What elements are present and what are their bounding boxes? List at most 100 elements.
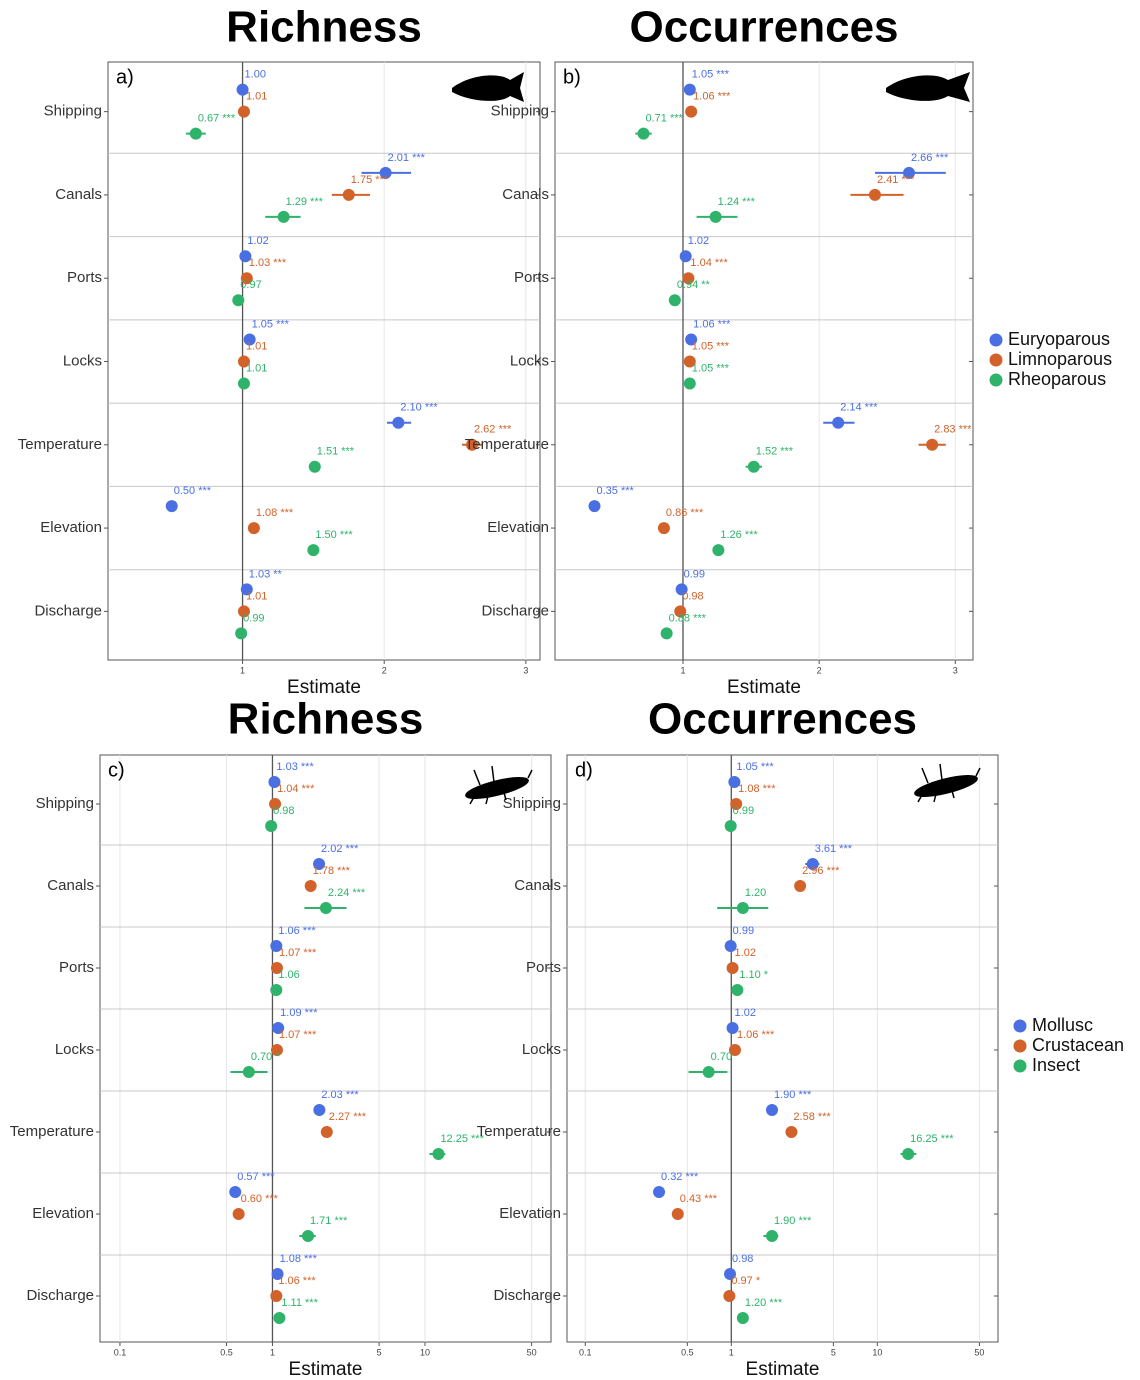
value-label: 2.24 *** — [328, 887, 366, 899]
point — [166, 500, 178, 512]
y-tick-label: Canals — [514, 877, 561, 894]
point — [243, 1066, 255, 1078]
y-tick-label: Discharge — [34, 602, 102, 619]
value-label: 2.01 *** — [388, 152, 426, 164]
legend-label: Crustacean — [1032, 1035, 1124, 1055]
point — [235, 627, 247, 639]
plot-frame — [567, 755, 998, 1342]
value-label: 1.06 *** — [278, 1275, 316, 1287]
point — [190, 128, 202, 140]
point — [307, 544, 319, 556]
point — [737, 902, 749, 914]
point — [432, 1148, 444, 1160]
x-tick-label: 1 — [729, 1347, 734, 1357]
point — [684, 378, 696, 390]
point — [737, 1312, 749, 1324]
point — [270, 984, 282, 996]
point — [302, 1230, 314, 1242]
point — [305, 880, 317, 892]
value-label: 1.90 *** — [774, 1089, 812, 1101]
value-label: 2.27 *** — [329, 1111, 367, 1123]
value-label: 1.06 *** — [737, 1029, 775, 1041]
x-tick-label: 0.5 — [681, 1347, 694, 1357]
point — [727, 962, 739, 974]
value-label: 0.99 — [243, 612, 264, 624]
value-label: 1.24 *** — [718, 196, 756, 208]
point — [766, 1104, 778, 1116]
legend-marker — [1014, 1020, 1027, 1033]
value-label: 0.99 — [733, 805, 754, 817]
point — [313, 1104, 325, 1116]
value-label: 1.03 ** — [249, 568, 283, 580]
y-tick-label: Locks — [510, 352, 549, 369]
y-tick-label: Canals — [55, 186, 102, 203]
point — [229, 1186, 241, 1198]
value-label: 1.06 *** — [693, 318, 731, 330]
y-tick-label: Locks — [63, 352, 102, 369]
value-label: 0.43 *** — [680, 1193, 718, 1205]
value-label: 1.05 *** — [692, 69, 730, 81]
value-label: 1.09 *** — [280, 1007, 318, 1019]
value-label: 0.70 — [711, 1051, 732, 1063]
value-label: 1.06 *** — [693, 91, 731, 103]
value-label: 1.04 *** — [690, 257, 728, 269]
y-tick-label: Locks — [55, 1041, 94, 1058]
value-label: 0.57 *** — [237, 1171, 275, 1183]
legend-label: Mollusc — [1032, 1015, 1093, 1035]
x-tick-label: 1 — [270, 1347, 275, 1357]
point — [321, 1126, 333, 1138]
legend-marker — [990, 374, 1003, 387]
x-tick-label: 0.1 — [579, 1347, 592, 1357]
x-axis-label: Estimate — [289, 1359, 363, 1380]
value-label: 0.99 — [733, 925, 754, 937]
point — [653, 1186, 665, 1198]
value-label: 0.98 — [273, 805, 294, 817]
legend-marker — [990, 354, 1003, 367]
y-tick-label: Shipping — [503, 795, 561, 812]
panel-label: a) — [116, 66, 134, 88]
value-label: 2.83 *** — [934, 424, 972, 436]
value-label: 2.41 *** — [877, 174, 915, 186]
point — [712, 544, 724, 556]
point — [232, 294, 244, 306]
point — [248, 522, 260, 534]
value-label: 1.52 *** — [756, 446, 794, 458]
value-label: 1.00 — [245, 69, 266, 81]
point — [926, 439, 938, 451]
y-tick-label: Discharge — [493, 1287, 561, 1304]
point — [672, 1208, 684, 1220]
y-tick-label: Temperature — [10, 1123, 94, 1140]
value-label: 1.08 *** — [280, 1253, 318, 1265]
value-label: 0.94 ** — [677, 279, 711, 291]
point — [685, 106, 697, 118]
value-label: 0.67 *** — [198, 113, 236, 125]
panel-label: d) — [575, 759, 593, 781]
value-label: 1.26 *** — [720, 529, 758, 541]
legend-marker — [990, 334, 1003, 347]
point — [902, 1148, 914, 1160]
value-label: 1.05 *** — [692, 340, 730, 352]
point — [238, 106, 250, 118]
value-label: 1.05 *** — [252, 318, 290, 330]
value-label: 2.58 *** — [793, 1111, 831, 1123]
point — [703, 1066, 715, 1078]
x-tick-label: 3 — [523, 665, 528, 675]
y-tick-label: Canals — [47, 877, 94, 894]
value-label: 1.05 *** — [736, 761, 774, 773]
value-label: 1.78 *** — [313, 865, 351, 877]
x-tick-label: 0.1 — [114, 1347, 127, 1357]
point — [832, 417, 844, 429]
point — [588, 500, 600, 512]
value-label: 0.35 *** — [596, 485, 634, 497]
value-label: 2.10 *** — [400, 402, 438, 414]
point — [661, 627, 673, 639]
point — [710, 211, 722, 223]
chart-title: Occurrences — [629, 3, 898, 52]
value-label: 16.25 *** — [910, 1133, 954, 1145]
value-label: 0.88 *** — [669, 612, 707, 624]
value-label: 0.50 *** — [174, 485, 212, 497]
value-label: 0.71 *** — [646, 113, 684, 125]
point — [748, 461, 760, 473]
value-label: 3.61 *** — [815, 843, 853, 855]
value-label: 2.96 *** — [802, 865, 840, 877]
